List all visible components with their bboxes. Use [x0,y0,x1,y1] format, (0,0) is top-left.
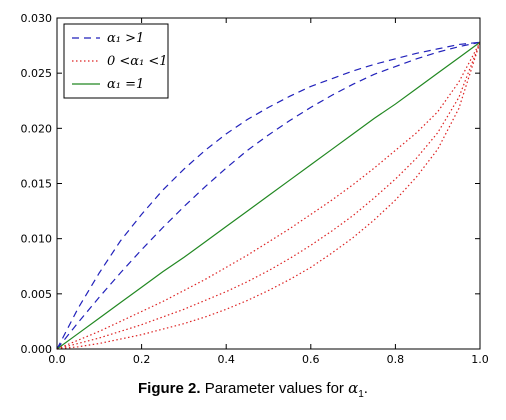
x-tick-label: 0.2 [133,353,151,366]
y-tick-label: 0.020 [21,122,53,135]
series-line-lt1-3 [56,41,481,350]
legend-label-1: 0 <α₁ <1 [107,54,168,69]
legend-label-0: α₁ >1 [107,31,144,46]
y-tick-label: 0.010 [21,233,53,246]
caption-end: . [363,380,368,397]
series-group [56,41,481,350]
legend-label-2: α₁ =1 [107,77,144,92]
series-line-gt1-1 [56,41,481,350]
series-line-eq1-2 [56,41,481,350]
figure-caption: Figure 2. Parameter values for α1. [0,379,506,400]
series-line-gt1-0 [56,41,481,350]
x-tick-label: 1.0 [471,353,489,366]
axis-ticks: 0.0 0.2 0.4 0.6 0.8 1.0 0.000 0.005 0.010 0.015 0.… [21,12,489,366]
y-tick-label: 0.025 [21,67,53,80]
y-tick-label: 0.015 [21,178,53,191]
y-tick-label: 0.030 [21,12,53,25]
caption-symbol: α [348,379,359,397]
x-tick-label: 0.0 [48,353,66,366]
x-tick-label: 0.8 [387,353,405,366]
series-line-lt1-4 [56,42,481,350]
caption-text: Parameter values for [200,380,349,397]
caption-lead: Figure 2. [138,380,201,397]
y-tick-label: 0.000 [21,343,53,356]
x-tick-label: 0.6 [302,353,320,366]
y-tick-label: 0.005 [21,288,53,301]
line-chart: 0.0 0.2 0.4 0.6 0.8 1.0 0.000 0.005 0.010 0.015 0.… [21,12,489,366]
series-line-lt1-5 [56,42,481,350]
legend: α₁ >1 0 <α₁ <1 α₁ =1 [63,23,169,99]
x-tick-label: 0.4 [217,353,235,366]
caption-subscript: 1 [358,389,364,400]
